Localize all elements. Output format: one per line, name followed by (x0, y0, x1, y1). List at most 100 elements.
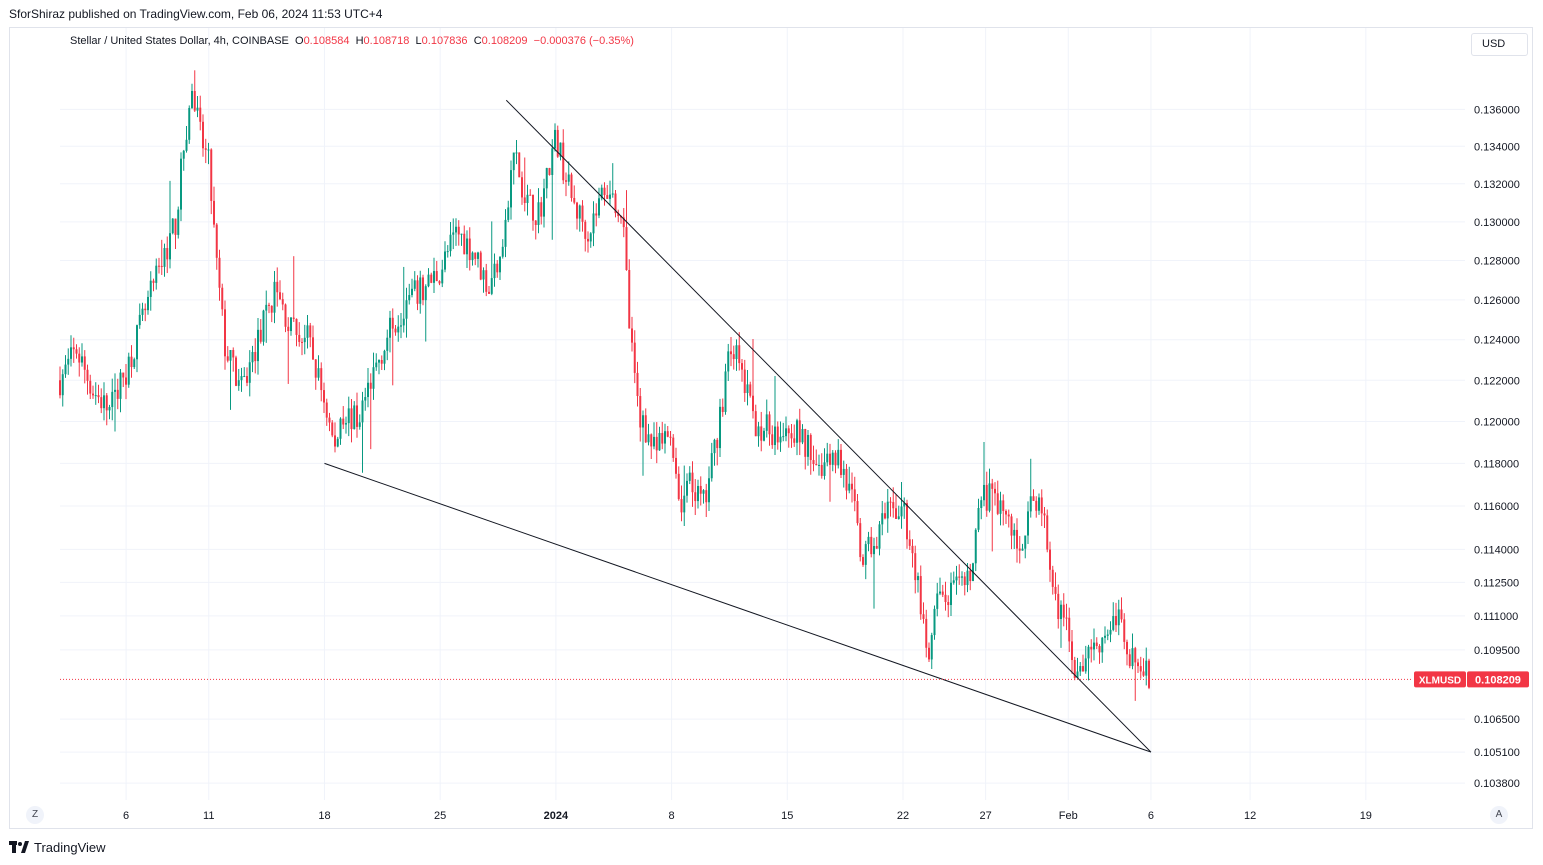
candle-body (243, 376, 246, 378)
y-tick-label: 0.136000 (1474, 104, 1520, 116)
candle-body (92, 393, 94, 396)
candle-body (1018, 548, 1021, 551)
candle-body (705, 490, 708, 503)
candle-body (1038, 497, 1040, 511)
candle-body (367, 382, 369, 398)
close-label: C (473, 35, 482, 47)
candle-body (89, 380, 92, 394)
candle-body (1126, 641, 1128, 655)
candle-body (485, 270, 488, 292)
candle-body (180, 158, 182, 210)
candle-body (1002, 500, 1005, 511)
candle-body (78, 353, 81, 363)
candle-body (1123, 619, 1126, 642)
timezone-z-button[interactable]: Z (26, 806, 44, 824)
candle-body (1120, 609, 1123, 620)
candle-body (169, 233, 171, 260)
candle-body (1106, 634, 1109, 636)
candle-body (1068, 617, 1071, 642)
y-tick-label: 0.118000 (1474, 458, 1519, 470)
candle-body (1093, 642, 1095, 650)
candle-body (136, 325, 138, 360)
candle-body (314, 359, 317, 378)
candle-body (474, 252, 477, 259)
last-price-line: XLMUSD 0.108209 (60, 671, 1529, 688)
candle-body (787, 428, 790, 434)
candle-body (779, 436, 782, 443)
candle-body (529, 194, 532, 196)
candle-body (116, 389, 119, 399)
symbol-title: Stellar / United States Dollar, 4h, COIN… (70, 35, 289, 47)
candle-body (504, 219, 507, 247)
candle-body (391, 317, 394, 329)
candle-body (922, 614, 925, 619)
candle-body (856, 501, 859, 524)
candle-body (402, 318, 405, 326)
candle-body (686, 480, 688, 496)
candle-body (347, 408, 350, 424)
candle-body (213, 200, 215, 225)
candle-body (196, 107, 199, 111)
candle-body (675, 457, 677, 474)
candle-body (413, 280, 416, 289)
candle-body (380, 360, 383, 364)
candle-body (801, 428, 804, 443)
candle-body (471, 252, 474, 261)
candle-body (521, 177, 523, 198)
currency-button[interactable]: USD (1471, 33, 1528, 56)
candle-body (372, 367, 375, 389)
trendline (505, 99, 1152, 753)
candle-body (776, 426, 779, 443)
candle-body (996, 493, 999, 514)
candle-body (862, 557, 864, 565)
candle-body (81, 356, 83, 363)
candle-body (397, 326, 400, 333)
candle-body (290, 317, 292, 332)
y-tick-label: 0.132000 (1474, 179, 1520, 191)
candle-body (331, 422, 334, 436)
symbol-legend: Stellar / United States Dollar, 4h, COIN… (70, 35, 634, 47)
candle-body (100, 397, 103, 409)
auto-scale-button[interactable]: A (1490, 806, 1508, 824)
candle-body (94, 395, 97, 397)
candle-body (369, 382, 372, 389)
candle-body (581, 205, 584, 222)
candle-body (1139, 666, 1142, 672)
candle-body (881, 513, 884, 525)
candle-body (721, 406, 724, 412)
x-tick-label: Feb (1059, 810, 1078, 822)
candle-body (1051, 569, 1054, 587)
candle-body (111, 391, 114, 408)
candle-body (677, 473, 680, 500)
candle-body (284, 304, 287, 327)
candle-body (292, 317, 295, 319)
candle-body (730, 351, 732, 355)
candle-body (350, 408, 353, 430)
candle-body (438, 281, 441, 284)
x-tick-label: 15 (781, 810, 793, 822)
y-tick-label: 0.120000 (1474, 416, 1520, 428)
close-value: 0.108209 (481, 35, 528, 47)
candle-body (930, 635, 933, 660)
candle-body (1021, 548, 1024, 551)
candle-body (353, 405, 356, 430)
x-tick-label: 8 (669, 810, 675, 822)
candle-body (1087, 646, 1090, 659)
candle-body (276, 281, 279, 293)
candle-body (1082, 666, 1084, 672)
candle-body (163, 248, 166, 267)
candle-body (268, 304, 270, 306)
candle-body (873, 546, 875, 555)
candle-body (892, 502, 895, 509)
candle-body (950, 582, 952, 606)
candle-body (565, 180, 567, 182)
candle-body (309, 325, 312, 338)
candle-body (328, 417, 331, 423)
candle-body (64, 364, 67, 375)
candle-body (614, 193, 617, 214)
candle-body (193, 90, 196, 111)
candle-body (468, 238, 471, 261)
candle-body (279, 292, 281, 300)
x-tick-label: 2024 (544, 810, 569, 822)
